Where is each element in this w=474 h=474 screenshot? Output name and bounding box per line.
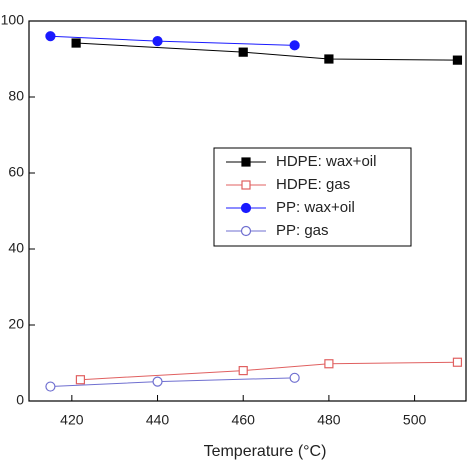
x-tick-label: 480 (317, 412, 341, 428)
legend-label: PP: gas (276, 222, 329, 239)
y-tick-label: 40 (8, 240, 24, 256)
legend-marker (241, 157, 251, 167)
data-point (45, 31, 56, 42)
data-point (238, 47, 248, 57)
x-tick-label: 440 (146, 412, 170, 428)
legend-label: HDPE: gas (276, 176, 350, 193)
data-point (71, 38, 81, 48)
data-point (289, 372, 300, 383)
y-tick-label: 20 (8, 316, 24, 332)
data-point (152, 376, 163, 387)
data-point (452, 357, 463, 367)
series-line (76, 42, 458, 61)
data-point (45, 381, 56, 392)
data-point (152, 36, 163, 47)
series-line (80, 361, 458, 381)
legend-marker (240, 202, 252, 214)
y-tick-label: 0 (16, 392, 24, 408)
y-tick-label: 80 (8, 88, 24, 104)
x-tick-label: 500 (403, 412, 427, 428)
data-point (238, 366, 248, 376)
data-point (324, 54, 334, 64)
data-point (75, 375, 86, 385)
legend-marker (241, 180, 251, 190)
x-tick-label: 460 (232, 412, 256, 428)
data-point (324, 359, 334, 369)
legend-marker (240, 225, 252, 237)
x-axis-label: Temperature (°C) (204, 443, 327, 460)
data-point (289, 40, 300, 51)
legend-label: HDPE: wax+oil (276, 153, 376, 170)
data-point (452, 55, 463, 65)
y-tick-label: 60 (8, 164, 24, 180)
y-tick-label: 100 (1, 12, 25, 28)
legend-label: PP: wax+oil (276, 199, 355, 216)
x-tick-label: 420 (60, 412, 84, 428)
plot-frame (28, 20, 467, 402)
